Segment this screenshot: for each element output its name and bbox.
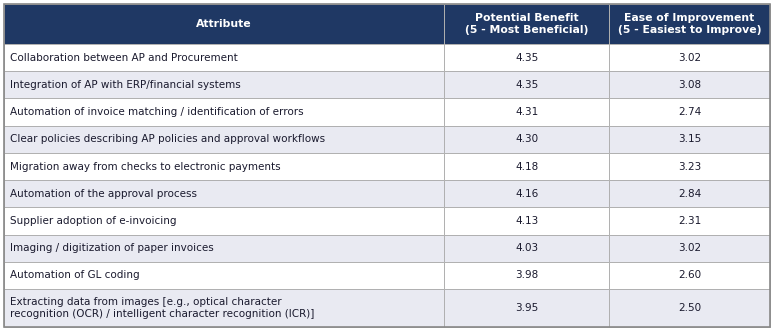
Text: Collaboration between AP and Procurement: Collaboration between AP and Procurement xyxy=(10,53,238,63)
Bar xyxy=(4,153,444,180)
Bar xyxy=(4,126,444,153)
Text: Automation of GL coding: Automation of GL coding xyxy=(10,270,139,280)
Bar xyxy=(444,235,609,262)
Text: Integration of AP with ERP/financial systems: Integration of AP with ERP/financial sys… xyxy=(10,80,241,90)
Text: 3.95: 3.95 xyxy=(515,303,539,313)
Text: 4.35: 4.35 xyxy=(515,80,539,90)
Bar xyxy=(4,4,444,44)
Bar xyxy=(4,71,444,98)
Text: Attribute: Attribute xyxy=(197,19,252,29)
Text: 4.30: 4.30 xyxy=(515,134,539,144)
Text: 4.35: 4.35 xyxy=(515,53,539,63)
Text: Migration away from checks to electronic payments: Migration away from checks to electronic… xyxy=(10,162,281,171)
Bar xyxy=(609,153,770,180)
Text: 3.23: 3.23 xyxy=(678,162,701,171)
Bar xyxy=(609,207,770,235)
Text: Automation of the approval process: Automation of the approval process xyxy=(10,189,197,199)
Text: 3.98: 3.98 xyxy=(515,270,539,280)
Text: Clear policies describing AP policies and approval workflows: Clear policies describing AP policies an… xyxy=(10,134,325,144)
Text: 2.74: 2.74 xyxy=(678,107,701,117)
Bar xyxy=(609,180,770,207)
Text: 4.16: 4.16 xyxy=(515,189,539,199)
Text: 2.60: 2.60 xyxy=(678,270,701,280)
Bar xyxy=(4,207,444,235)
Bar xyxy=(444,44,609,71)
Bar xyxy=(444,289,609,327)
Bar xyxy=(444,71,609,98)
Text: Imaging / digitization of paper invoices: Imaging / digitization of paper invoices xyxy=(10,243,214,253)
Bar xyxy=(444,180,609,207)
Bar xyxy=(444,262,609,289)
Text: 2.84: 2.84 xyxy=(678,189,701,199)
Bar xyxy=(4,289,444,327)
Bar xyxy=(609,4,770,44)
Bar xyxy=(444,126,609,153)
Bar xyxy=(444,98,609,126)
Text: 4.18: 4.18 xyxy=(515,162,539,171)
Bar xyxy=(444,207,609,235)
Text: Automation of invoice matching / identification of errors: Automation of invoice matching / identif… xyxy=(10,107,303,117)
Bar xyxy=(609,235,770,262)
Text: 4.13: 4.13 xyxy=(515,216,539,226)
Bar xyxy=(4,262,444,289)
Text: 3.08: 3.08 xyxy=(678,80,701,90)
Bar xyxy=(609,71,770,98)
Text: 3.15: 3.15 xyxy=(678,134,701,144)
Bar xyxy=(609,289,770,327)
Bar xyxy=(4,180,444,207)
Bar xyxy=(4,98,444,126)
Text: 4.31: 4.31 xyxy=(515,107,539,117)
Bar xyxy=(4,44,444,71)
Bar xyxy=(444,153,609,180)
Text: Ease of Improvement
(5 - Easiest to Improve): Ease of Improvement (5 - Easiest to Impr… xyxy=(618,13,762,35)
Text: Extracting data from images [e.g., optical character
recognition (OCR) / intelli: Extracting data from images [e.g., optic… xyxy=(10,297,314,319)
Text: 2.50: 2.50 xyxy=(678,303,701,313)
Text: Potential Benefit
(5 - Most Beneficial): Potential Benefit (5 - Most Beneficial) xyxy=(465,13,588,35)
Bar xyxy=(609,262,770,289)
Bar xyxy=(4,235,444,262)
Text: Supplier adoption of e-invoicing: Supplier adoption of e-invoicing xyxy=(10,216,176,226)
Bar xyxy=(609,44,770,71)
Bar xyxy=(609,126,770,153)
Text: 3.02: 3.02 xyxy=(678,53,701,63)
Bar xyxy=(609,98,770,126)
Text: 4.03: 4.03 xyxy=(515,243,539,253)
Text: 3.02: 3.02 xyxy=(678,243,701,253)
Bar xyxy=(444,4,609,44)
Text: 2.31: 2.31 xyxy=(678,216,701,226)
